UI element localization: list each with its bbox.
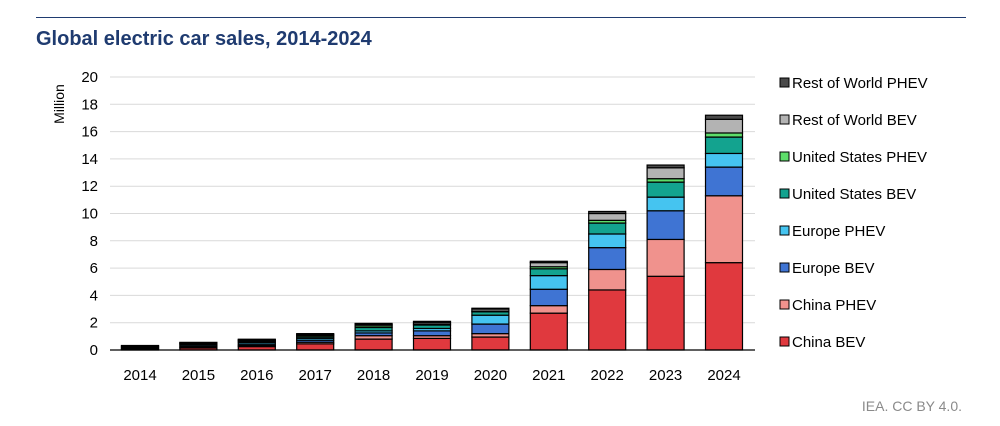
y-tick-label: 10 [81,206,98,223]
y-tick-label: 4 [90,287,98,304]
legend-swatch [779,151,790,162]
chart-title: Global electric car sales, 2014-2024 [36,28,372,50]
bar-segment-united-states-bev [704,136,744,155]
legend-label: Europe PHEV [792,223,885,240]
bar-segment-china-phev [646,238,685,277]
y-tick-label: 6 [90,260,98,277]
legend-label: Europe BEV [792,260,875,277]
x-tick-label: 2022 [591,367,624,384]
bar-segment-rest-of-world-bev [588,212,627,221]
bar-segment-china-bev [354,338,393,351]
y-tick-label: 18 [81,96,98,113]
bar-segment-europe-bev [704,166,744,197]
legend-swatch [779,188,790,199]
legend-label: Rest of World BEV [792,112,917,129]
x-tick-label: 2014 [123,367,156,384]
x-tick-label: 2019 [415,367,448,384]
legend-swatch [779,336,790,347]
y-tick-label: 12 [81,178,98,195]
bar-segment-rest-of-world-phev [296,333,335,336]
bar-segment-europe-phev [471,314,510,325]
bar-segment-rest-of-world-phev [646,164,685,169]
bar-segment-rest-of-world-phev [588,210,627,215]
bar-segment-europe-bev [471,323,510,335]
legend-swatch [779,262,790,273]
y-tick-label: 14 [81,151,98,168]
x-tick-label: 2021 [532,367,565,384]
bar-segment-rest-of-world-phev [529,260,568,264]
x-tick-label: 2015 [182,367,215,384]
bar-segment-united-states-bev [588,222,627,235]
bar-segment-china-bev [588,289,627,351]
x-tick-label: 2020 [474,367,507,384]
bar-segment-europe-phev [646,196,685,212]
bar-segment-china-phev [529,305,568,314]
bar-segment-china-phev [704,195,744,264]
bar-segment-europe-phev [588,233,627,249]
x-tick-label: 2017 [299,367,332,384]
bar-segment-china-bev [646,275,685,351]
credit-text: IEA. CC BY 4.0. [861,398,962,414]
x-tick-label: 2023 [649,367,682,384]
bar-segment-china-bev [704,262,744,351]
bar-segment-europe-bev [412,330,452,337]
bar-segment-china-bev [296,343,335,351]
bar-segment-rest-of-world-phev [471,307,510,310]
bar-segment-rest-of-world-phev [412,320,452,323]
y-tick-label: 16 [81,124,98,141]
bar-segment-rest-of-world-phev [237,338,276,341]
bar-segment-rest-of-world-phev [704,114,744,120]
legend-swatch [779,114,790,125]
top-rule [36,17,966,18]
bar-segment-rest-of-world-bev [646,167,685,180]
bar-segment-europe-phev [704,152,744,168]
bar-segment-china-bev [412,337,452,351]
bar-segment-europe-phev [529,275,568,290]
bar-segment-united-states-phev [704,132,744,138]
bar-segment-china-phev [588,268,627,291]
x-tick-label: 2016 [240,367,273,384]
bar-segment-rest-of-world-phev [354,322,393,326]
bar-segment-europe-bev [588,247,627,271]
legend-label: Rest of World PHEV [792,75,928,92]
y-tick-label: 0 [90,342,98,359]
bar-segment-rest-of-world-bev [704,118,744,134]
legend-swatch [779,299,790,310]
x-tick-label: 2018 [357,367,390,384]
legend-label: China BEV [792,334,865,351]
bar-segment-europe-bev [646,210,685,241]
bar-segment-united-states-bev [529,268,568,277]
legend-swatch [779,77,790,88]
x-tick-label: 2024 [707,367,740,384]
legend-label: China PHEV [792,297,876,314]
bar-segment-china-bev [471,336,510,351]
legend-label: United States PHEV [792,149,927,166]
bar-segment-united-states-bev [646,181,685,198]
y-tick-label: 20 [81,69,98,86]
bar-segment-europe-bev [529,288,568,307]
bar-segment-china-bev [529,312,568,351]
y-axis-label: Million [51,84,67,124]
legend-swatch [779,225,790,236]
bar-segment-rest-of-world-bev [529,262,568,268]
legend-label: United States BEV [792,186,916,203]
y-tick-label: 8 [90,233,98,250]
y-tick-label: 2 [90,315,98,332]
